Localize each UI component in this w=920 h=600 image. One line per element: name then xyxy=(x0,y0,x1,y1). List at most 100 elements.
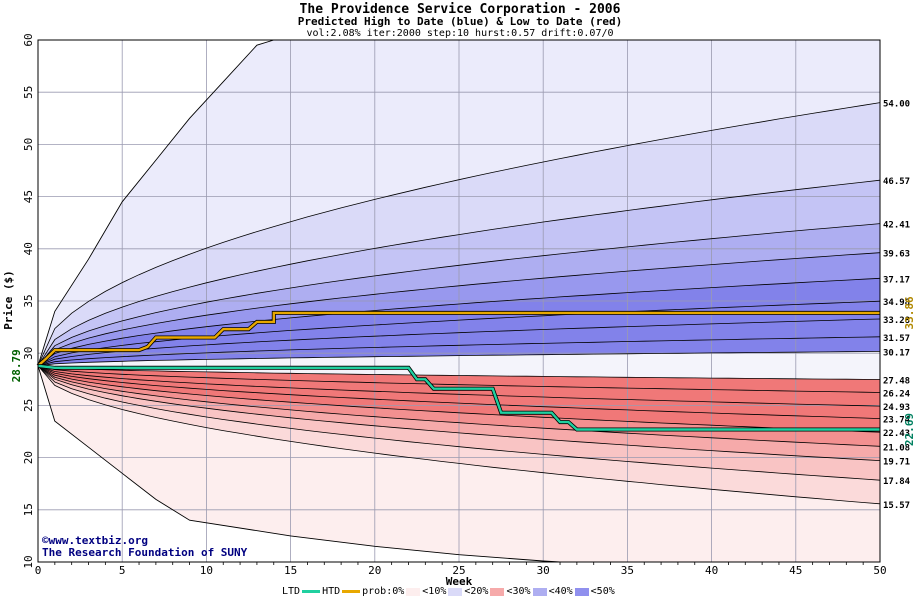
band-low-4 xyxy=(38,365,880,433)
contour-line-9 xyxy=(37,365,881,380)
last-low-label: 22.69 xyxy=(903,413,916,446)
y-tick-10: 10 xyxy=(22,555,35,568)
y-tick-40: 40 xyxy=(22,242,35,255)
contour-line-0 xyxy=(37,102,881,366)
y-tick-60: 60 xyxy=(22,33,35,46)
y-tick-55: 55 xyxy=(22,86,35,99)
htd-line xyxy=(37,311,880,367)
contour-line-11 xyxy=(37,365,881,407)
level-label-23.74: 23.74 xyxy=(883,416,911,426)
legend-prob-label: prob:0% xyxy=(362,586,405,597)
legend: LTD HTD prob:0% <10% <20% <30% <40% <50% xyxy=(282,586,615,597)
x-tick-35: 35 xyxy=(621,564,634,577)
contour-line-1 xyxy=(37,179,881,367)
y-tick-15: 15 xyxy=(22,503,35,516)
legend-10-label: <10% xyxy=(422,586,447,597)
contour-low-outer xyxy=(37,365,561,563)
last-high-label: 33.86 xyxy=(903,296,916,329)
x-tick-30: 30 xyxy=(537,564,550,577)
band-low-8 xyxy=(38,365,880,504)
level-label-37.17: 37.17 xyxy=(883,275,910,285)
x-tick-0: 0 xyxy=(35,564,42,577)
legend-swatch-30 xyxy=(532,587,547,596)
y-tick-30: 30 xyxy=(22,347,35,360)
y-axis-label: Price ($) xyxy=(2,270,15,330)
contour-line-15 xyxy=(37,365,881,461)
legend-swatch-40 xyxy=(574,587,589,596)
band-high-4 xyxy=(38,252,880,366)
band-high-3 xyxy=(38,223,880,366)
x-tick-10: 10 xyxy=(200,564,213,577)
x-tick-15: 15 xyxy=(284,564,297,577)
y-tick-20: 20 xyxy=(22,451,35,464)
level-label-30.17: 30.17 xyxy=(883,348,910,358)
x-tick-40: 40 xyxy=(705,564,718,577)
level-label-34.98: 34.98 xyxy=(883,298,910,308)
contour-line-14 xyxy=(37,365,881,447)
legend-20-label: <20% xyxy=(464,586,489,597)
x-tick-20: 20 xyxy=(368,564,381,577)
x-tick-45: 45 xyxy=(789,564,802,577)
band-low-7 xyxy=(38,365,880,481)
level-label-26.24: 26.24 xyxy=(883,389,911,399)
x-tick-25: 25 xyxy=(452,564,465,577)
band-low-6 xyxy=(38,365,880,461)
contour-line-13 xyxy=(37,365,881,433)
chart-params: vol:2.08% iter:2000 step:10 hurst:0.57 d… xyxy=(306,28,614,39)
ltd-line xyxy=(37,364,880,431)
legend-htd-swatch xyxy=(342,590,361,593)
contour-line-7 xyxy=(37,336,881,367)
x-tick-50: 50 xyxy=(873,564,886,577)
credits-site[interactable]: ©www.textbiz.org xyxy=(42,534,148,547)
legend-40-label: <40% xyxy=(548,586,573,597)
contour-line-4 xyxy=(37,277,881,367)
chart-title: The Providence Service Corporation - 200… xyxy=(299,2,621,17)
contour-high-outer xyxy=(37,39,274,366)
y-tick-50: 50 xyxy=(22,138,35,151)
band-high-2 xyxy=(38,180,880,366)
level-label-24.93: 24.93 xyxy=(883,403,910,413)
level-label-17.84: 17.84 xyxy=(883,477,911,487)
legend-30-label: <30% xyxy=(506,586,531,597)
legend-htd-label: HTD xyxy=(322,586,341,597)
level-label-31.57: 31.57 xyxy=(883,334,910,344)
y-tick-45: 45 xyxy=(22,190,35,203)
contour-line-6 xyxy=(37,318,881,367)
contour-line-3 xyxy=(37,252,881,367)
level-label-46.57: 46.57 xyxy=(883,177,910,187)
band-low-5 xyxy=(38,365,880,447)
chart-subtitle: Predicted High to Date (blue) & Low to D… xyxy=(297,15,623,28)
legend-swatch-10 xyxy=(448,587,463,596)
contour-line-16 xyxy=(37,365,881,481)
contour-line-17 xyxy=(37,365,881,505)
legend-ltd-label: LTD xyxy=(282,586,301,597)
y-tick-25: 25 xyxy=(22,399,35,412)
level-label-19.71: 19.71 xyxy=(883,458,910,468)
level-label-42.41: 42.41 xyxy=(883,221,910,231)
x-axis-label: Week xyxy=(446,575,473,588)
level-label-27.48: 27.48 xyxy=(883,377,910,387)
level-label-39.63: 39.63 xyxy=(883,250,910,260)
x-tick-5: 5 xyxy=(119,564,126,577)
contour-line-10 xyxy=(37,365,881,393)
contour-line-2 xyxy=(37,223,881,367)
credits-org: The Research Foundation of SUNY xyxy=(42,546,248,559)
level-label-22.43: 22.43 xyxy=(883,429,910,439)
band-high-5 xyxy=(38,278,880,366)
legend-50-label: <50% xyxy=(590,586,615,597)
contour-line-8 xyxy=(37,351,881,367)
contour-line-12 xyxy=(37,365,881,419)
legend-swatch-0 xyxy=(406,587,421,596)
y-tick-35: 35 xyxy=(22,294,35,307)
level-label-21.08: 21.08 xyxy=(883,443,910,453)
credits: ©www.textbiz.org The Research Foundation… xyxy=(42,535,247,559)
legend-swatch-20 xyxy=(490,587,505,596)
band-high-6 xyxy=(38,301,880,366)
level-label-54.00: 54.00 xyxy=(883,100,910,110)
band-high-0 xyxy=(38,40,880,366)
legend-ltd-swatch xyxy=(302,590,321,593)
level-label-15.57: 15.57 xyxy=(883,501,910,511)
plot-border xyxy=(37,39,881,563)
start-price-label: 28.79 xyxy=(10,349,23,382)
